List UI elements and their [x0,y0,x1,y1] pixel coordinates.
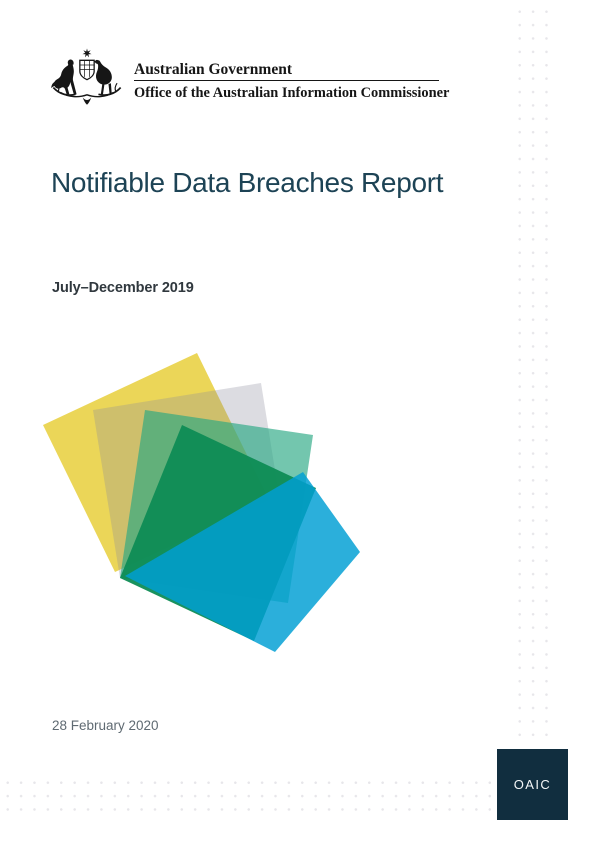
report-title: Notifiable Data Breaches Report [51,167,444,198]
coat-of-arms-icon [51,48,122,105]
shield-quarters [79,60,95,77]
gov-portfolio: Australian Government [134,61,293,78]
teal-square [120,410,313,603]
kangaroo-tail [51,81,59,89]
shield-icon [79,59,95,81]
wattle-sprig [82,97,92,105]
blue-square [125,472,360,652]
emu-legs [100,83,112,95]
publication-date: 28 February 2020 [52,718,159,733]
green-square [120,425,316,641]
dot-grid-bottom [1,776,495,812]
star-icon [82,48,92,58]
header-rule [134,80,439,81]
kangaroo-icon [54,59,77,95]
gray-square [93,383,288,578]
gov-agency: Office of the Australian Information Com… [134,85,450,101]
yellow-square [43,353,269,572]
oaic-logo: OAIC [497,749,568,820]
emu-icon [95,59,112,85]
report-period: July–December 2019 [52,280,194,296]
oaic-logo-text: OAIC [513,777,552,792]
foliage-branches [52,82,122,98]
dot-grid-right [513,5,555,738]
